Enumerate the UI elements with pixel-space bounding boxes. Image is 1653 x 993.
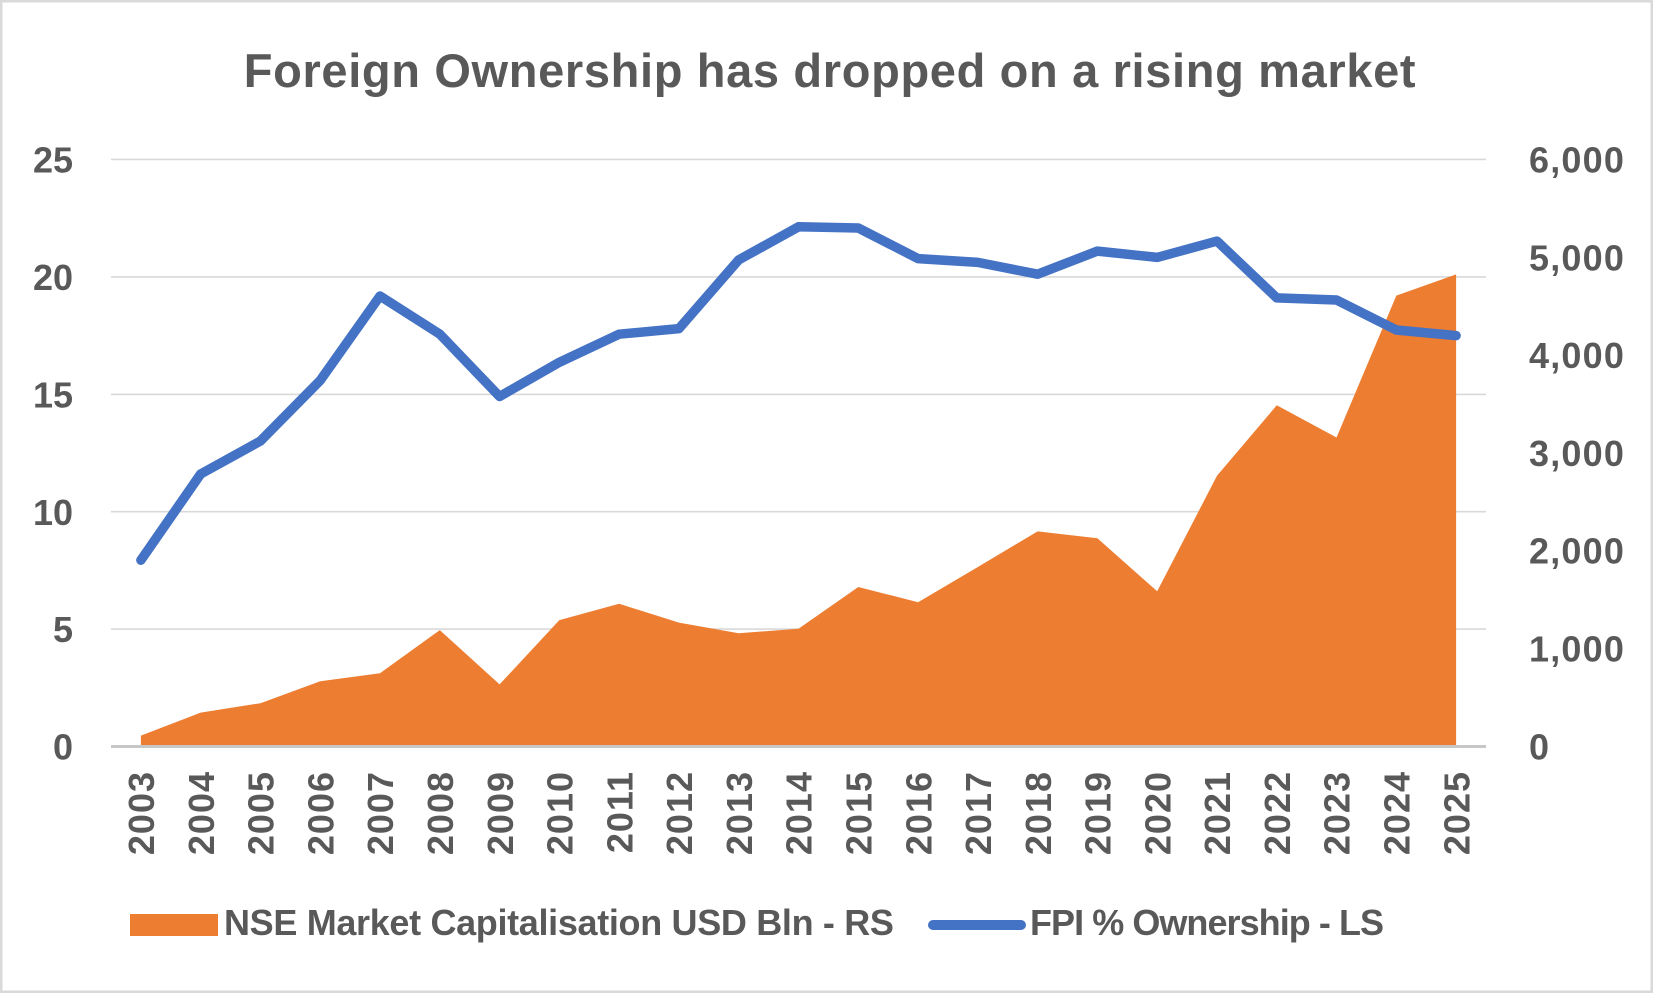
svg-text:2021: 2021 (1197, 771, 1238, 855)
svg-text:2005: 2005 (241, 771, 282, 855)
svg-text:2023: 2023 (1317, 771, 1358, 855)
svg-text:2010: 2010 (540, 771, 581, 855)
svg-text:25: 25 (33, 140, 73, 181)
svg-text:2004: 2004 (181, 771, 222, 855)
svg-text:2016: 2016 (898, 771, 939, 855)
svg-text:2017: 2017 (958, 771, 999, 855)
svg-text:4,000: 4,000 (1529, 335, 1625, 376)
svg-text:2003: 2003 (121, 771, 162, 855)
svg-text:0: 0 (1529, 727, 1550, 768)
svg-text:2011: 2011 (599, 771, 640, 853)
svg-text:2022: 2022 (1257, 771, 1298, 855)
svg-text:0: 0 (53, 727, 73, 768)
svg-text:2014: 2014 (779, 771, 820, 855)
svg-text:2012: 2012 (659, 771, 700, 855)
svg-text:5,000: 5,000 (1529, 237, 1625, 278)
svg-text:2025: 2025 (1436, 771, 1477, 855)
svg-text:20: 20 (33, 257, 73, 298)
svg-text:2006: 2006 (300, 771, 341, 855)
svg-text:2,000: 2,000 (1529, 531, 1625, 572)
svg-text:10: 10 (33, 492, 73, 533)
svg-text:15: 15 (33, 375, 73, 416)
svg-text:1,000: 1,000 (1529, 628, 1625, 669)
svg-text:2015: 2015 (839, 771, 880, 855)
svg-text:2019: 2019 (1078, 771, 1119, 855)
svg-text:2007: 2007 (360, 771, 401, 855)
svg-text:2013: 2013 (719, 771, 760, 855)
svg-text:FPI % Ownership - LS: FPI % Ownership - LS (1030, 902, 1383, 943)
svg-text:2018: 2018 (1018, 771, 1059, 855)
svg-text:2008: 2008 (420, 771, 461, 855)
svg-text:Foreign Ownership has dropped: Foreign Ownership has dropped on a risin… (244, 44, 1416, 97)
svg-text:2009: 2009 (480, 771, 521, 855)
svg-text:NSE Market Capitalisation USD: NSE Market Capitalisation USD Bln - RS (224, 902, 894, 943)
svg-text:6,000: 6,000 (1529, 140, 1625, 181)
svg-text:5: 5 (53, 609, 73, 650)
svg-text:2020: 2020 (1137, 771, 1178, 855)
svg-text:3,000: 3,000 (1529, 433, 1625, 474)
svg-text:2024: 2024 (1377, 771, 1418, 855)
